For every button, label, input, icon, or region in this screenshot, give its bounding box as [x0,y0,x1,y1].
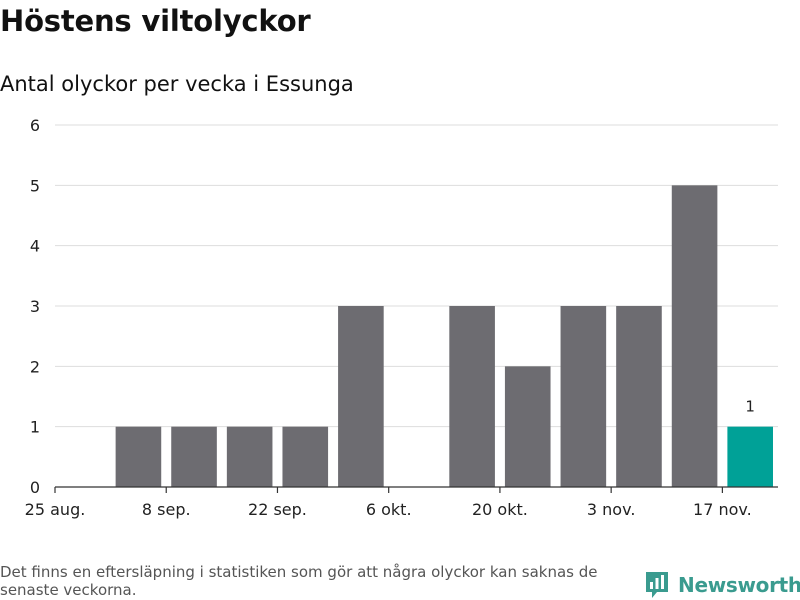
y-tick-label: 4 [30,237,40,256]
bar [282,426,329,487]
brand-logo: Newsworthy [644,570,800,600]
bar [171,426,217,487]
bar [226,426,273,487]
x-tick-label: 22 sep. [248,500,307,519]
grid-lines [55,124,778,428]
x-tick-label: 6 okt. [366,500,412,519]
labels: 0 1 2 3 4 5 6 25 aug. 8 sep. 22 sep. 6 okt. 20 okt.… [25,116,755,519]
y-tick-label: 6 [30,116,40,135]
x-tick-label: 17 nov. [693,500,752,519]
bar [115,426,162,487]
footnote: Det finns en eftersläpning i statistiken… [0,563,598,599]
x-axis [54,486,778,493]
bar [504,366,551,487]
bar [560,306,607,487]
y-tick-label: 1 [30,418,40,437]
bar [727,426,773,487]
y-tick-label: 0 [30,478,40,497]
bar [616,306,662,487]
y-tick-label: 3 [30,297,40,316]
x-tick-label: 20 okt. [472,500,528,519]
bar [671,185,718,488]
x-tick-label: 8 sep. [142,500,191,519]
data-label: 1 [745,398,755,416]
x-tick-label: 25 aug. [25,500,86,519]
bar [338,306,384,487]
chart-subtitle: Antal olyckor per vecka i Essunga [0,72,354,96]
x-tick-label: 3 nov. [587,500,636,519]
bar-chart: 0 1 2 3 4 5 6 25 aug. 8 sep. 22 sep. 6 okt. 20 okt.… [25,116,778,519]
y-tick-label: 2 [30,357,40,376]
brand-name: Newsworthy [678,573,800,597]
bar [449,306,495,487]
bars [115,185,773,488]
y-tick-label: 5 [30,176,40,195]
bar-chart-speech-bubble-icon [646,572,668,598]
chart-title: Höstens viltolyckor [0,4,311,38]
